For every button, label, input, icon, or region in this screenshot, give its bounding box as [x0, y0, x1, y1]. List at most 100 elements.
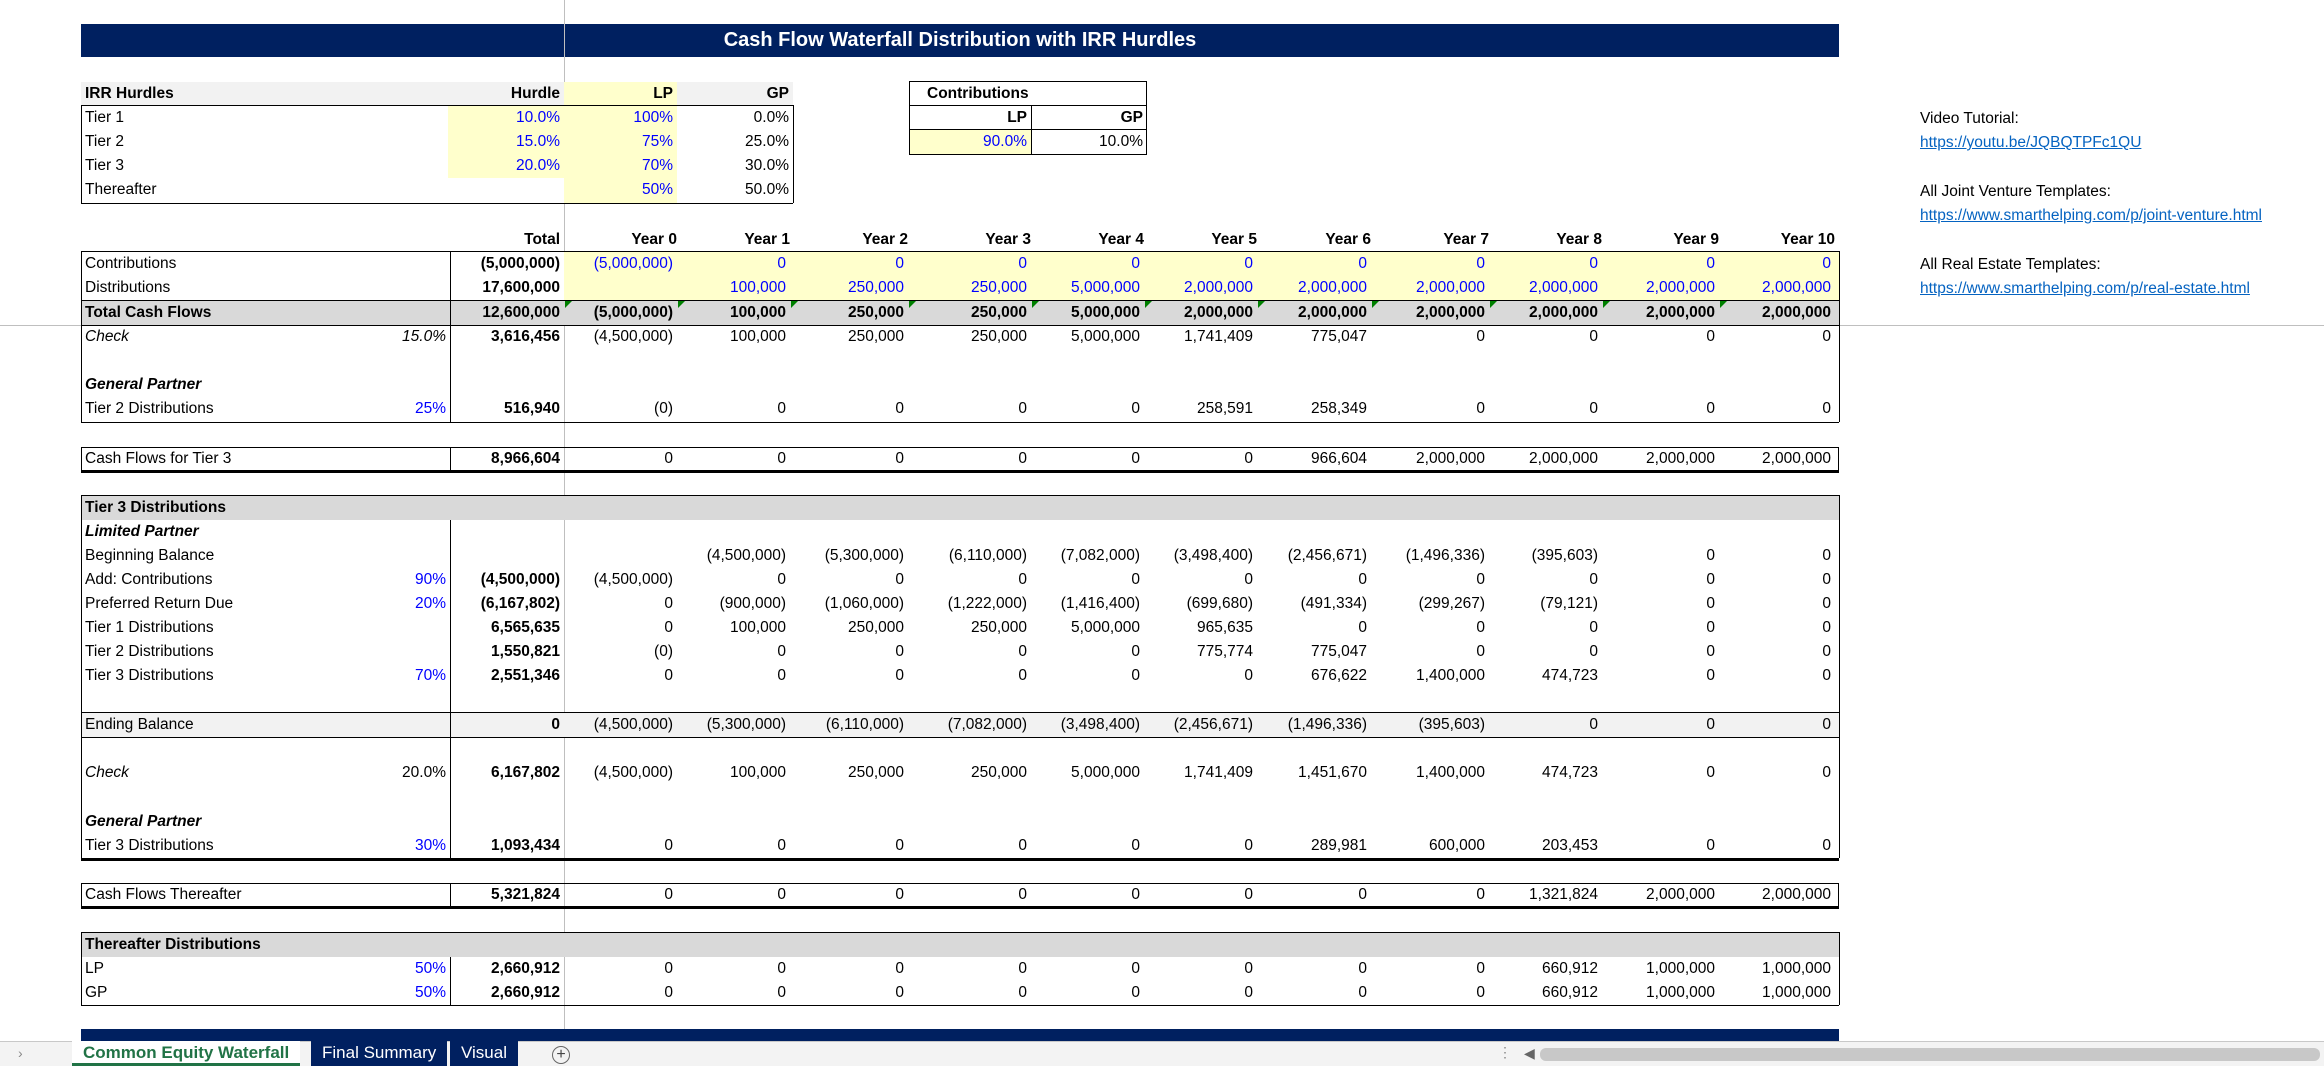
value-cell[interactable]: 2,000,000: [1529, 279, 1598, 296]
value-cell[interactable]: 100,000: [729, 279, 786, 296]
column-header: Year 0: [631, 231, 677, 248]
value-cell: 0: [777, 837, 786, 854]
value-cell: 250,000: [970, 764, 1027, 781]
value-cell: (5,000,000): [480, 255, 560, 272]
hurdle-rate-input[interactable]: 20.0%: [516, 157, 560, 174]
joint-venture-link[interactable]: https://www.smarthelping.com/p/joint-ven…: [1920, 207, 2262, 224]
value-cell: 0: [1018, 571, 1027, 588]
value-cell[interactable]: 250,000: [970, 279, 1027, 296]
value-cell: 0: [895, 886, 904, 903]
contributions-lp-input[interactable]: 90.0%: [983, 133, 1027, 150]
gp-tier2-rate: 25%: [414, 400, 446, 417]
row-label-gp-tier2: Tier 2 Distributions: [85, 400, 214, 417]
add-sheet-icon[interactable]: +: [552, 1046, 570, 1064]
value-cell: 1,000,000: [1646, 984, 1715, 1001]
value-cell: 250,000: [970, 328, 1027, 345]
total-cashflow-band: [81, 301, 1839, 325]
value-cell[interactable]: 0: [895, 255, 904, 272]
value-cell: 0: [1131, 837, 1140, 854]
hurdle-lp-input[interactable]: 100%: [633, 109, 673, 126]
value-cell[interactable]: 0: [1018, 255, 1027, 272]
value-cell[interactable]: 5,000,000: [1071, 279, 1140, 296]
value-cell: 0: [1476, 328, 1485, 345]
value-cell: 0: [777, 571, 786, 588]
hurdle-row-label: Thereafter: [85, 181, 157, 198]
hurdle-rate-input[interactable]: 10.0%: [516, 109, 560, 126]
value-cell: 2,000,000: [1184, 304, 1253, 321]
value-cell: 5,000,000: [1071, 619, 1140, 636]
value-cell: 0: [1476, 619, 1485, 636]
value-cell[interactable]: (5,000,000): [593, 255, 673, 272]
value-cell: 0: [1706, 619, 1715, 636]
value-cell: 0: [777, 643, 786, 660]
value-cell: 775,774: [1196, 643, 1253, 660]
value-cell: (79,121): [1540, 595, 1598, 612]
value-cell: 0: [1822, 619, 1831, 636]
hurdle-gp-value: 0.0%: [753, 109, 789, 126]
horizontal-scrollbar[interactable]: [1540, 1048, 2320, 1061]
value-cell[interactable]: 0: [1244, 255, 1253, 272]
value-cell[interactable]: 2,000,000: [1646, 279, 1715, 296]
hurdle-rate-input[interactable]: 15.0%: [516, 133, 560, 150]
next-section-bar: [81, 1029, 1839, 1043]
value-cell: (900,000): [719, 595, 786, 612]
tab-visual[interactable]: Visual: [450, 1041, 518, 1066]
row-label-check: Check: [85, 328, 129, 345]
value-cell: (4,500,000): [480, 571, 560, 588]
value-cell: 250,000: [847, 764, 904, 781]
tier3-cf-box: [81, 447, 1839, 473]
hurdle-lp-input[interactable]: 50%: [641, 181, 673, 198]
value-cell[interactable]: 2,000,000: [1762, 279, 1831, 296]
value-cell: 2,000,000: [1646, 886, 1715, 903]
value-cell[interactable]: [564, 276, 673, 300]
scroll-left-arrow-icon[interactable]: ◀: [1524, 1045, 1535, 1061]
contributions-box: [909, 81, 1147, 155]
hurdle-row-label: Tier 1: [85, 109, 125, 126]
value-cell[interactable]: 2,000,000: [1184, 279, 1253, 296]
scroll-left-icon[interactable]: ›: [18, 1045, 23, 1061]
tab-common-equity-waterfall[interactable]: Common Equity Waterfall: [72, 1041, 301, 1066]
value-cell[interactable]: 2,000,000: [1298, 279, 1367, 296]
value-cell[interactable]: 0: [1706, 255, 1715, 272]
value-cell[interactable]: 250,000: [847, 279, 904, 296]
real-estate-link[interactable]: https://www.smarthelping.com/p/real-esta…: [1920, 280, 2250, 297]
value-cell: 0: [1476, 400, 1485, 417]
hurdle-lp-input[interactable]: 75%: [641, 133, 673, 150]
value-cell: [450, 544, 560, 568]
row-label-distributions: Distributions: [85, 279, 171, 296]
value-cell: 0: [1358, 960, 1367, 977]
value-cell: 2,551,346: [491, 667, 560, 684]
value-cell: (4,500,000): [593, 328, 673, 345]
value-cell: 1,000,000: [1646, 960, 1715, 977]
value-cell: 2,000,000: [1762, 450, 1831, 467]
tab-final-summary[interactable]: Final Summary: [311, 1041, 448, 1066]
value-cell[interactable]: 0: [1589, 255, 1598, 272]
value-cell[interactable]: 0: [1358, 255, 1367, 272]
value-cell: (3,498,400): [1173, 547, 1253, 564]
value-cell[interactable]: 0: [1476, 255, 1485, 272]
error-indicator-icon: [1720, 301, 1727, 308]
value-cell[interactable]: 0: [1822, 255, 1831, 272]
value-cell: 0: [1131, 571, 1140, 588]
value-cell: 0: [895, 571, 904, 588]
value-cell: 660,912: [1541, 984, 1598, 1001]
video-tutorial-link[interactable]: https://youtu.be/JQBQTPFc1QU: [1920, 134, 2142, 151]
column-header: Year 10: [1780, 231, 1835, 248]
value-cell[interactable]: 0: [1131, 255, 1140, 272]
value-cell[interactable]: 0: [777, 255, 786, 272]
value-cell: 0: [1018, 984, 1027, 1001]
more-options-icon[interactable]: ⋮: [1498, 1044, 1512, 1060]
value-cell: 0: [1358, 619, 1367, 636]
value-cell: 0: [1131, 886, 1140, 903]
value-cell: 0: [777, 400, 786, 417]
value-cell: 0: [1018, 667, 1027, 684]
hurdle-lp-input[interactable]: 70%: [641, 157, 673, 174]
tier3-heading: Tier 3 Distributions: [85, 499, 226, 516]
value-cell[interactable]: 2,000,000: [1416, 279, 1485, 296]
column-header: Year 5: [1211, 231, 1257, 248]
value-cell: 0: [1131, 960, 1140, 977]
value-cell: 0: [1244, 450, 1253, 467]
gp-heading-tier3: General Partner: [85, 813, 202, 830]
value-cell: 0: [1706, 716, 1715, 733]
value-cell: 0: [777, 450, 786, 467]
